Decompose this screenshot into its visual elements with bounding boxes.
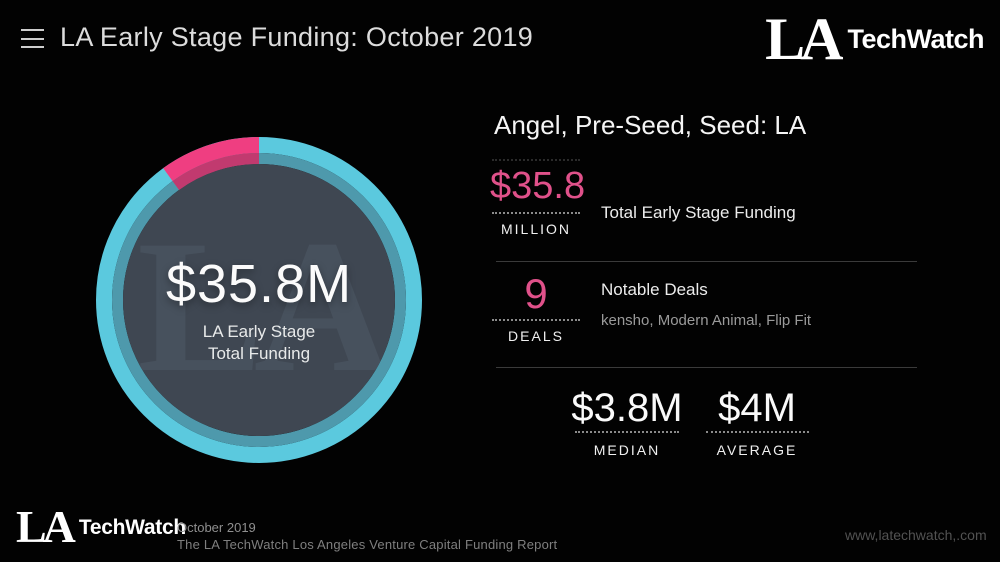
notable-deals-label: Notable Deals	[601, 280, 708, 299]
donut-ring-outer	[96, 137, 422, 463]
average-label: AVERAGE	[716, 442, 798, 458]
median-label: MEDIAN	[593, 442, 661, 458]
total-funding-unit: MILLION	[500, 221, 571, 237]
total-funding-label: Total Early Stage Funding	[601, 203, 796, 222]
panel-heading: Angel, Pre-Seed, Seed: LA	[494, 110, 807, 140]
deals-count-value: 9	[524, 270, 548, 317]
average-value: $4M	[718, 386, 796, 430]
brand-techwatch-wordmark: TechWatch	[847, 24, 984, 55]
footer-report-title: The LA TechWatch Los Angeles Venture Cap…	[177, 537, 558, 552]
notable-deals-list: kensho, Modern Animal, Flip Fit	[601, 312, 812, 329]
dotted-divider	[706, 431, 809, 433]
dotted-divider	[575, 431, 679, 433]
hamburger-menu-icon[interactable]	[21, 29, 44, 48]
median-value: $3.8M	[571, 386, 683, 430]
footer-website: www,latechwatch,.com	[845, 527, 987, 543]
donut-segment-pink-inner-shade	[112, 153, 406, 447]
page-title: LA Early Stage Funding: October 2019	[60, 22, 534, 52]
section-divider	[496, 367, 917, 368]
dotted-divider	[492, 212, 580, 214]
footer-brand-logo: LA TechWatch	[16, 501, 186, 552]
la-watermark: LA	[137, 202, 390, 412]
menu-bar	[21, 37, 44, 40]
donut-inner-disk	[123, 164, 395, 436]
deals-unit: DEALS	[508, 328, 564, 344]
footer-la-monogram: LA	[16, 501, 76, 552]
dotted-divider	[492, 159, 580, 161]
donut-chart: LA	[96, 137, 422, 463]
section-divider	[496, 261, 917, 262]
brand-logo: LA TechWatch	[765, 6, 984, 72]
dotted-divider	[492, 319, 580, 321]
brand-la-monogram: LA	[765, 6, 843, 72]
footer-techwatch-wordmark: TechWatch	[78, 516, 186, 540]
menu-bar	[21, 46, 44, 48]
menu-bar	[21, 29, 44, 31]
total-funding-value: $35.8	[490, 165, 586, 207]
footer-date: October 2019	[177, 520, 256, 535]
